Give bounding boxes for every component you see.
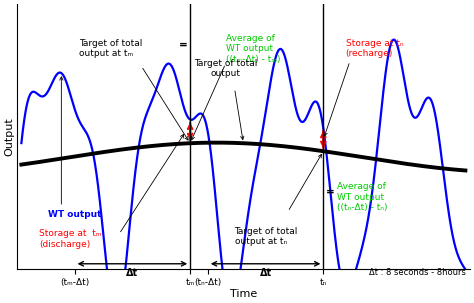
Y-axis label: Output: Output: [4, 117, 14, 156]
Text: Average of
WT output
((tₙ-Δt) - tₙ): Average of WT output ((tₙ-Δt) - tₙ): [337, 182, 387, 212]
Text: =: =: [179, 40, 188, 50]
Text: Δt: Δt: [127, 268, 138, 278]
X-axis label: Time: Time: [230, 289, 257, 299]
Text: =: =: [326, 187, 334, 197]
Text: Average of
WT output
((tₘ-Δt) - tₘ): Average of WT output ((tₘ-Δt) - tₘ): [226, 34, 280, 64]
Text: Δt : 8 seconds - 8hours: Δt : 8 seconds - 8hours: [368, 268, 465, 277]
Text: Δt: Δt: [260, 268, 272, 278]
Text: Target of total
output at tₘ: Target of total output at tₘ: [79, 39, 143, 58]
Text: Target of total
output: Target of total output: [194, 58, 257, 78]
Text: Storage at  tₘ
(discharge): Storage at tₘ (discharge): [39, 229, 101, 249]
Text: Target of total
output at tₙ: Target of total output at tₙ: [235, 227, 298, 246]
Text: Storage at tₙ
(recharge): Storage at tₙ (recharge): [346, 39, 403, 58]
Text: WT output: WT output: [48, 210, 101, 219]
